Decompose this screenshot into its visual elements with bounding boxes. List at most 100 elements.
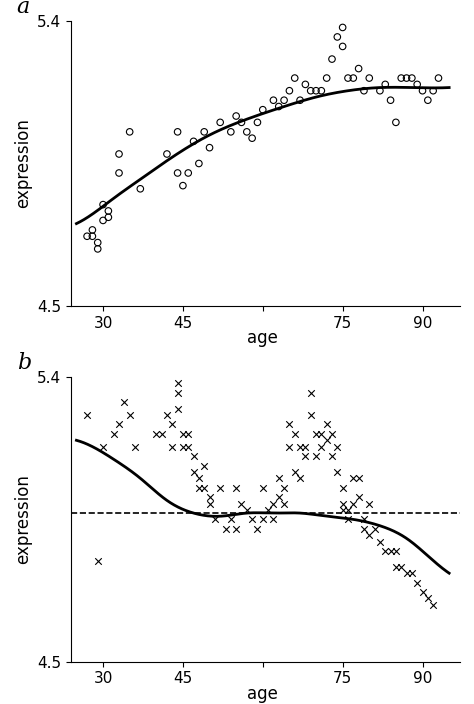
Point bbox=[184, 441, 192, 452]
Point bbox=[349, 73, 357, 84]
Point bbox=[254, 523, 261, 534]
Point bbox=[237, 117, 245, 128]
Point bbox=[435, 73, 442, 84]
Point bbox=[339, 22, 346, 33]
Point bbox=[291, 73, 299, 84]
Point bbox=[105, 206, 112, 217]
Point bbox=[382, 546, 389, 557]
Point bbox=[419, 586, 426, 598]
Point bbox=[429, 599, 437, 610]
Point bbox=[195, 472, 203, 484]
Point bbox=[248, 132, 256, 144]
Point bbox=[83, 231, 91, 242]
Point bbox=[259, 482, 266, 494]
Point bbox=[291, 466, 299, 477]
Point bbox=[270, 498, 277, 509]
Point bbox=[323, 73, 330, 84]
Point bbox=[307, 409, 314, 420]
Point bbox=[360, 523, 368, 534]
Point bbox=[376, 536, 384, 547]
Point bbox=[99, 199, 107, 210]
Point bbox=[339, 41, 346, 52]
Point bbox=[328, 451, 336, 462]
Point bbox=[280, 482, 288, 494]
Point bbox=[254, 117, 261, 128]
Point bbox=[232, 523, 240, 534]
Point bbox=[201, 482, 208, 494]
Point bbox=[334, 466, 341, 477]
Point bbox=[89, 225, 96, 236]
Point bbox=[323, 419, 330, 430]
Point bbox=[120, 397, 128, 408]
Point bbox=[318, 441, 325, 452]
Point bbox=[195, 158, 203, 169]
Point bbox=[301, 451, 309, 462]
Point bbox=[280, 498, 288, 509]
Point bbox=[286, 419, 293, 430]
Point bbox=[312, 428, 320, 439]
Point bbox=[403, 73, 410, 84]
Point bbox=[296, 441, 304, 452]
Point bbox=[206, 498, 213, 509]
Point bbox=[344, 73, 352, 84]
Point bbox=[371, 523, 378, 534]
Point bbox=[232, 111, 240, 122]
Point bbox=[126, 126, 134, 137]
Point bbox=[365, 498, 373, 509]
Point bbox=[387, 546, 394, 557]
Point bbox=[222, 523, 229, 534]
Point bbox=[349, 498, 357, 509]
Text: a: a bbox=[17, 0, 30, 18]
Point bbox=[99, 441, 107, 452]
Point bbox=[307, 85, 314, 96]
Point bbox=[243, 126, 251, 137]
Point bbox=[392, 561, 400, 572]
Point bbox=[339, 498, 346, 509]
Point bbox=[190, 466, 197, 477]
Point bbox=[232, 482, 240, 494]
Point bbox=[360, 514, 368, 525]
Point bbox=[365, 73, 373, 84]
Point bbox=[339, 482, 346, 494]
Point bbox=[318, 428, 325, 439]
Point bbox=[110, 428, 118, 439]
Point bbox=[424, 94, 432, 106]
Text: age: age bbox=[247, 684, 278, 703]
Point bbox=[344, 514, 352, 525]
Point bbox=[206, 491, 213, 503]
Point bbox=[291, 428, 299, 439]
Point bbox=[237, 498, 245, 509]
Point bbox=[174, 126, 182, 137]
Point bbox=[397, 561, 405, 572]
Point bbox=[94, 244, 101, 255]
Point bbox=[296, 472, 304, 484]
Point bbox=[286, 441, 293, 452]
Point bbox=[211, 514, 219, 525]
Point bbox=[419, 85, 426, 96]
Point bbox=[382, 79, 389, 90]
Point bbox=[179, 441, 187, 452]
Y-axis label: expression: expression bbox=[14, 118, 32, 208]
Point bbox=[259, 104, 266, 115]
Point bbox=[89, 231, 96, 242]
Point bbox=[227, 126, 235, 137]
Point bbox=[312, 85, 320, 96]
Point bbox=[392, 117, 400, 128]
Point bbox=[424, 593, 432, 604]
Point bbox=[318, 85, 325, 96]
Point bbox=[115, 419, 123, 430]
Point bbox=[286, 85, 293, 96]
Text: age: age bbox=[247, 329, 278, 346]
Point bbox=[403, 567, 410, 579]
Point bbox=[334, 441, 341, 452]
Point bbox=[153, 428, 160, 439]
Point bbox=[174, 403, 182, 414]
Point bbox=[131, 441, 139, 452]
Point bbox=[301, 441, 309, 452]
Point bbox=[339, 504, 346, 515]
Point bbox=[163, 409, 171, 420]
Point bbox=[174, 378, 182, 389]
Point bbox=[328, 428, 336, 439]
Point bbox=[126, 409, 134, 420]
Point bbox=[168, 441, 176, 452]
